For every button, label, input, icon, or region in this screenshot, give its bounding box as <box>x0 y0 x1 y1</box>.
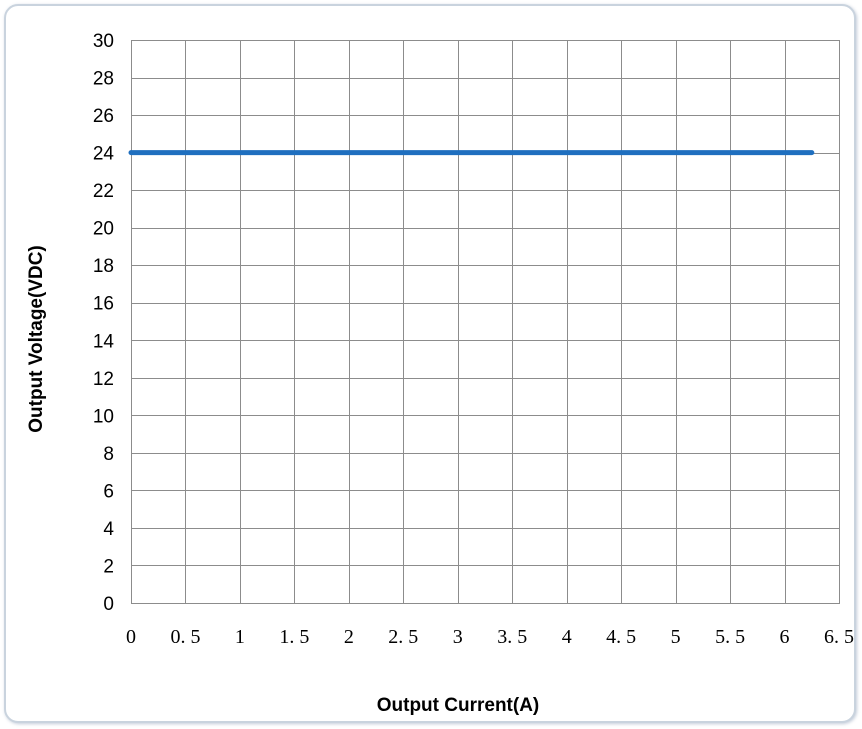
y-tick-label: 20 <box>93 219 114 240</box>
x-tick-label: 6 <box>780 626 790 648</box>
y-tick-label: 30 <box>93 31 114 52</box>
y-tick-label: 12 <box>93 369 114 390</box>
y-tick-label: 8 <box>103 444 114 465</box>
y-tick-label: 28 <box>93 69 114 90</box>
plot-area-border <box>131 40 840 604</box>
y-tick-label: 0 <box>103 594 114 615</box>
y-tick-label: 4 <box>103 519 114 540</box>
y-tick-label: 18 <box>93 256 114 277</box>
y-tick-label: 6 <box>103 481 114 502</box>
y-tick-label: 22 <box>93 181 114 202</box>
y-tick-label: 14 <box>93 331 115 352</box>
grid <box>131 40 840 604</box>
x-tick-label: 4. 5 <box>606 626 636 648</box>
x-tick-label: 1. 5 <box>279 626 309 648</box>
x-tick-label: 1 <box>235 626 245 648</box>
x-tick-label: 5 <box>671 626 681 648</box>
x-tick-label: 4 <box>562 626 572 648</box>
y-tick-label: 2 <box>103 556 114 577</box>
y-tick-label: 24 <box>93 144 115 165</box>
x-tick-label: 3 <box>453 626 463 648</box>
y-axis-title: Output Voltage(VDC) <box>26 245 47 433</box>
x-tick-label: 2 <box>344 626 354 648</box>
x-tick-label: 0. 5 <box>170 626 200 648</box>
x-axis-ticks: 0 0. 5 1 1. 5 2 2. 5 3 3. 5 4 4. 5 5 5. 5 6 6. 5 <box>126 626 854 648</box>
x-tick-label: 6. 5 <box>824 626 854 648</box>
y-tick-label: 16 <box>93 294 114 315</box>
y-tick-label: 26 <box>93 106 114 127</box>
x-tick-label: 5. 5 <box>715 626 745 648</box>
x-tick-label: 3. 5 <box>497 626 527 648</box>
x-tick-label: 2. 5 <box>388 626 418 648</box>
x-tick-label: 0 <box>126 626 136 648</box>
x-axis-title: Output Current(A) <box>377 695 540 716</box>
y-tick-label: 10 <box>93 406 114 427</box>
